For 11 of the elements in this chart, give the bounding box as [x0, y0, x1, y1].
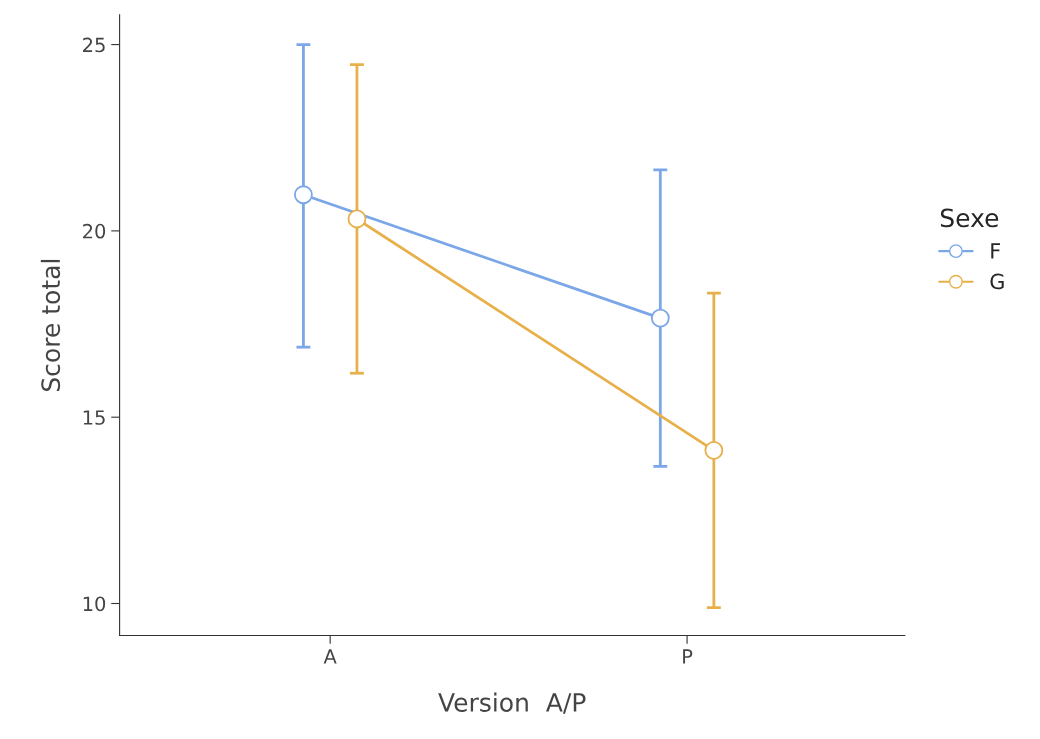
y-tick-label: 15: [83, 410, 105, 425]
y-tick-label: 10: [83, 596, 106, 612]
legend-label: G: [990, 273, 1004, 290]
y-tick-label: 20: [83, 223, 106, 239]
x-tick-label: P: [683, 649, 693, 664]
legend-title: Sexe: [940, 208, 999, 228]
x-axis-title: Version A/P: [438, 692, 586, 714]
y-axis-title: Score total: [40, 259, 61, 392]
legend-label: F: [991, 243, 1001, 259]
x-tick-label: A: [323, 649, 337, 664]
y-tick-label: 25: [83, 37, 105, 53]
